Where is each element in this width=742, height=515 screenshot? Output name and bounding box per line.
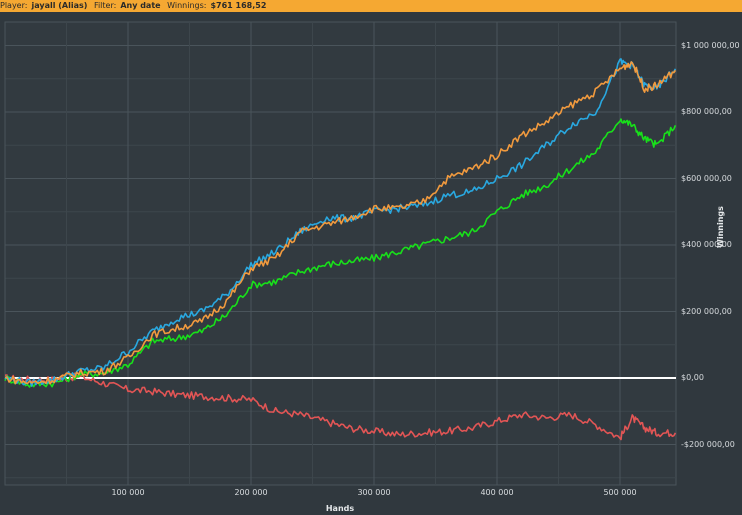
series-line-green	[4, 118, 677, 388]
filter-value: Any date	[120, 1, 161, 10]
filter-label: Filter:	[93, 1, 117, 10]
winnings-value: $761 168,52	[210, 1, 267, 10]
y-tick-label: -$200 000,00	[681, 439, 735, 449]
y-axis-title: Winnings	[716, 206, 725, 248]
y-tick-label: $600 000,00	[681, 173, 732, 183]
series-line-blue	[4, 58, 677, 387]
player-value: jayall (Alias)	[31, 1, 88, 10]
y-tick-label: $0,00	[681, 373, 704, 382]
series-line-orange	[4, 61, 677, 385]
x-tick-label: 300 000	[357, 488, 391, 497]
player-label: Player:	[0, 1, 28, 10]
winnings-label: Winnings:	[167, 1, 207, 10]
x-tick-label: 500 000	[603, 488, 637, 497]
x-axis-title: Hands	[325, 504, 355, 513]
winnings-chart	[4, 21, 677, 486]
x-tick-label: 400 000	[480, 488, 514, 497]
y-tick-label: $1 000 000,00	[681, 40, 740, 50]
plot-area	[4, 21, 677, 486]
header-bar: Player: jayall (Alias) Filter: Any date Wi…	[0, 0, 742, 12]
x-tick-label: 200 000	[234, 488, 268, 497]
y-tick-label: $400 000,00	[681, 240, 732, 249]
x-tick-label: 100 000	[111, 488, 145, 497]
y-tick-label: $800 000,00	[681, 107, 732, 116]
y-tick-label: $200 000,00	[681, 306, 732, 316]
series-line-red	[4, 372, 677, 441]
